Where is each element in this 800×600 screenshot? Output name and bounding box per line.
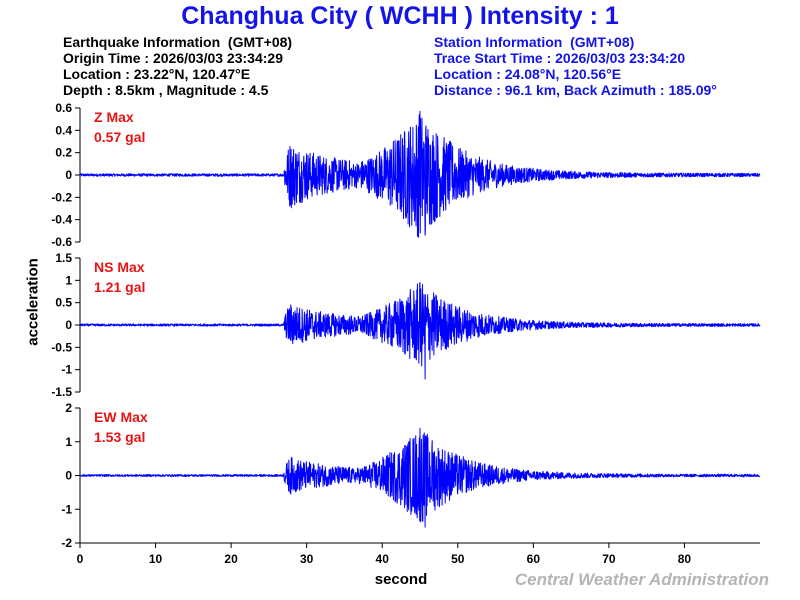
x-axis-label: second xyxy=(374,571,428,588)
x-tick-label: 30 xyxy=(300,552,314,566)
y-tick-label-ew: -1 xyxy=(61,502,72,516)
x-tick-label: 40 xyxy=(376,552,390,566)
waveform-ew xyxy=(79,427,761,528)
y-tick-label-ew: -2 xyxy=(61,536,72,550)
x-tick-label: 20 xyxy=(224,552,238,566)
y-tick-label-z: 0 xyxy=(65,168,72,182)
y-tick-label-ns: -1 xyxy=(61,363,72,377)
max-label-z: Z Max xyxy=(94,109,134,125)
trace-start-time: Trace Start Time : 2026/03/03 23:34:20 xyxy=(434,50,686,66)
station-info: Station Information (GMT+08) Trace Start… xyxy=(434,34,717,98)
max-value-z: 0.57 gal xyxy=(94,129,145,145)
station-info-heading: Station Information (GMT+08) xyxy=(434,34,635,50)
earthquake-info-heading: Earthquake Information (GMT+08) xyxy=(63,34,293,50)
y-tick-label-ew: 2 xyxy=(65,401,72,415)
y-tick-label-z: 0.4 xyxy=(55,123,72,137)
waveform-z xyxy=(79,110,761,238)
x-tick-label: 80 xyxy=(678,552,692,566)
earthquake-info: Earthquake Information (GMT+08) Origin T… xyxy=(63,34,292,98)
max-label-ns: NS Max xyxy=(94,259,145,275)
page-title: Changhua City ( WCHH ) Intensity : 1 xyxy=(181,2,619,30)
y-axis-label: acceleration xyxy=(24,258,42,346)
waveform-ns xyxy=(79,282,761,380)
distance-azimuth: Distance : 96.1 km, Back Azimuth : 185.0… xyxy=(434,82,717,98)
station-location: Location : 24.08°N, 120.56°E xyxy=(434,66,622,82)
y-tick-label-ew: 1 xyxy=(65,435,72,449)
epicenter-location: Location : 23.22°N, 120.47°E xyxy=(63,66,251,82)
y-tick-label-z: 0.6 xyxy=(55,101,72,115)
origin-time: Origin Time : 2026/03/03 23:34:29 xyxy=(63,50,283,66)
x-tick-label: 0 xyxy=(77,552,84,566)
x-tick-label: 70 xyxy=(602,552,616,566)
max-label-ew: EW Max xyxy=(94,409,148,425)
max-value-ns: 1.21 gal xyxy=(94,279,145,295)
y-tick-label-z: 0.2 xyxy=(55,146,72,160)
y-tick-label-ew: 0 xyxy=(65,469,72,483)
x-tick-label: 50 xyxy=(451,552,465,566)
x-tick-label: 60 xyxy=(527,552,541,566)
y-tick-label-ns: 1.5 xyxy=(55,251,72,265)
y-tick-label-ns: 1 xyxy=(65,273,72,287)
y-tick-label-z: -0.4 xyxy=(51,213,72,227)
max-value-ew: 1.53 gal xyxy=(94,429,145,445)
y-tick-label-ns: 0 xyxy=(65,318,72,332)
y-tick-label-ns: -0.5 xyxy=(51,340,72,354)
depth-magnitude: Depth : 8.5km , Magnitude : 4.5 xyxy=(63,82,269,98)
agency-credit: Central Weather Administration xyxy=(514,570,769,589)
y-tick-label-ns: 0.5 xyxy=(55,296,72,310)
x-tick-label: 10 xyxy=(149,552,163,566)
y-tick-label-ns: -1.5 xyxy=(51,385,72,399)
y-tick-label-z: -0.2 xyxy=(51,190,72,204)
y-tick-label-z: -0.6 xyxy=(51,235,72,249)
